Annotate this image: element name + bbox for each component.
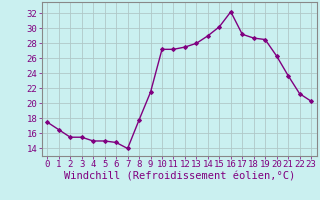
X-axis label: Windchill (Refroidissement éolien,°C): Windchill (Refroidissement éolien,°C): [64, 172, 295, 182]
